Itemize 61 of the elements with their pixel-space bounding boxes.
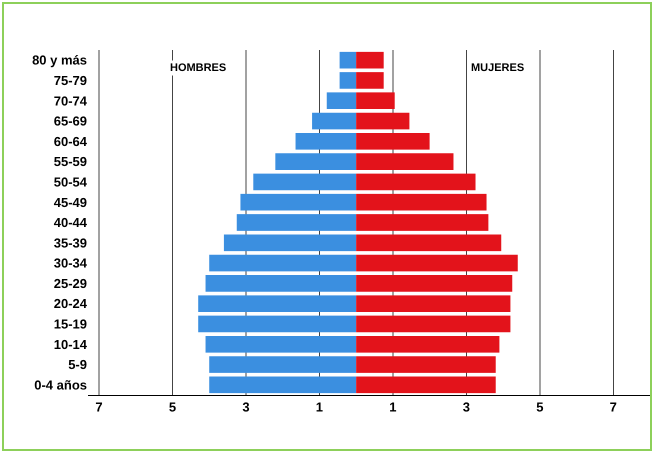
bar [312, 112, 356, 130]
bar [356, 376, 496, 394]
bar [356, 133, 430, 150]
bar [356, 254, 518, 272]
bar [356, 316, 510, 332]
x-tick-label: 3 [242, 400, 250, 415]
bar [356, 112, 410, 130]
bar [275, 153, 356, 170]
bar [356, 275, 512, 292]
y-tick-label: 20-24 [54, 296, 88, 312]
bar [356, 336, 500, 353]
bar [340, 52, 356, 68]
bar [356, 234, 502, 252]
bar [209, 254, 356, 272]
bar [356, 356, 496, 373]
annotation: HOMBRES [170, 62, 226, 74]
y-tick-label: 65-69 [54, 114, 87, 129]
bar [356, 72, 384, 89]
x-tick-label: 7 [610, 400, 617, 415]
bar [209, 376, 356, 394]
x-tick-label: 7 [95, 400, 103, 415]
x-tick-label: 3 [462, 400, 470, 415]
y-tick-label: 5-9 [68, 357, 87, 372]
bar [240, 194, 356, 211]
y-tick-label: 50-54 [54, 174, 88, 190]
y-tick-label: 45-49 [54, 194, 87, 210]
bar [209, 356, 356, 373]
bar [224, 234, 356, 252]
y-tick-label: 75-79 [54, 72, 87, 88]
x-tick-label: 5 [536, 400, 544, 415]
y-tick-label: 30-34 [54, 256, 88, 271]
y-tick-label: 80 y más [32, 52, 87, 68]
bar [356, 214, 488, 231]
bar [356, 92, 395, 110]
y-tick-label: 0-4 años [34, 377, 87, 392]
bar [206, 275, 356, 292]
annotation: MUJERES [471, 62, 524, 74]
bar [236, 214, 356, 231]
bar [296, 133, 356, 150]
x-tick-label: 5 [168, 400, 176, 415]
x-tick-label: 1 [316, 400, 324, 415]
bar [253, 174, 356, 190]
y-tick-label: 60-64 [54, 134, 88, 149]
x-tick-label: 1 [389, 400, 396, 415]
y-tick-label: 55-59 [54, 154, 87, 170]
y-tick-label: 10-14 [54, 336, 88, 352]
y-tick-label: 15-19 [54, 316, 87, 332]
bar [356, 153, 454, 170]
bar [356, 52, 384, 68]
y-tick-label: 35-39 [54, 235, 87, 250]
y-tick-label: 40-44 [54, 215, 88, 230]
bar [206, 336, 356, 353]
bar [198, 316, 356, 332]
bar [356, 174, 476, 190]
bar [356, 194, 487, 211]
bar [198, 295, 356, 312]
bar [326, 92, 356, 110]
y-tick-label: 25-29 [54, 276, 87, 291]
bar [340, 72, 356, 89]
y-tick-label: 70-74 [54, 93, 88, 108]
bar [356, 295, 510, 312]
